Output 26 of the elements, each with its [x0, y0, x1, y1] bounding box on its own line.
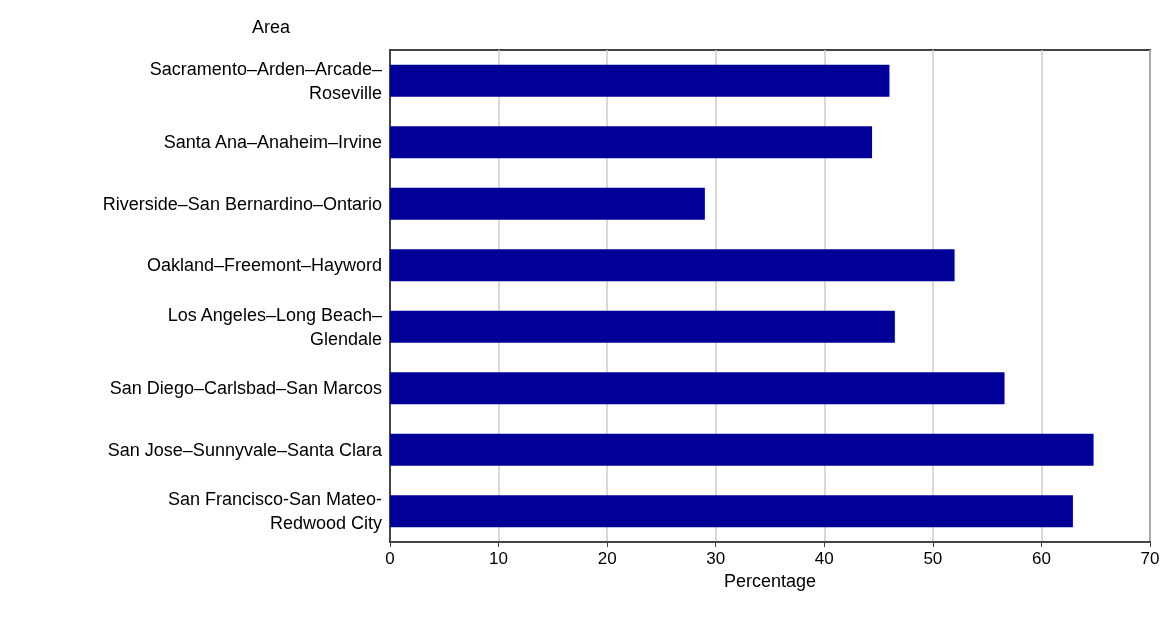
x-tick-label: 70 [1140, 549, 1160, 568]
y-tick-label: Los Angeles–Long Beach– Glendale [167, 304, 382, 349]
x-tick-label: 30 [706, 549, 726, 568]
y-tick-label: Santa Ana–Anaheim–Irvine [163, 132, 382, 153]
y-axis-title: Area [251, 17, 291, 37]
x-tick-label: 10 [489, 549, 509, 568]
y-tick-label: San Francisco-San Mateo- Redwood City [167, 489, 382, 534]
bar [390, 64, 890, 97]
y-tick-label: Sacramento–Arden–Arcade– Roseville [149, 58, 382, 103]
x-tick-label: 60 [1031, 549, 1051, 568]
x-tick-label: 0 [385, 549, 395, 568]
bar [390, 249, 955, 282]
y-tick-label: San Jose–Sunnyvale–Santa Clara [107, 439, 383, 460]
x-axis-title: Percentage [723, 570, 817, 591]
x-tick-label: 40 [814, 549, 834, 568]
bar [390, 495, 1073, 528]
bar [390, 310, 895, 343]
bar [390, 126, 873, 159]
bar [390, 187, 705, 220]
y-tick-label: Riverside–San Bernardino–Ontario [102, 193, 382, 214]
x-tick-label: 50 [923, 549, 943, 568]
bar [390, 372, 1005, 405]
y-tick-label: San Diego–Carlsbad–San Marcos [109, 378, 382, 399]
y-tick-label: Oakland–Freemont–Hayword [146, 255, 382, 276]
bar [390, 433, 1094, 466]
x-tick-label: 20 [597, 549, 617, 568]
